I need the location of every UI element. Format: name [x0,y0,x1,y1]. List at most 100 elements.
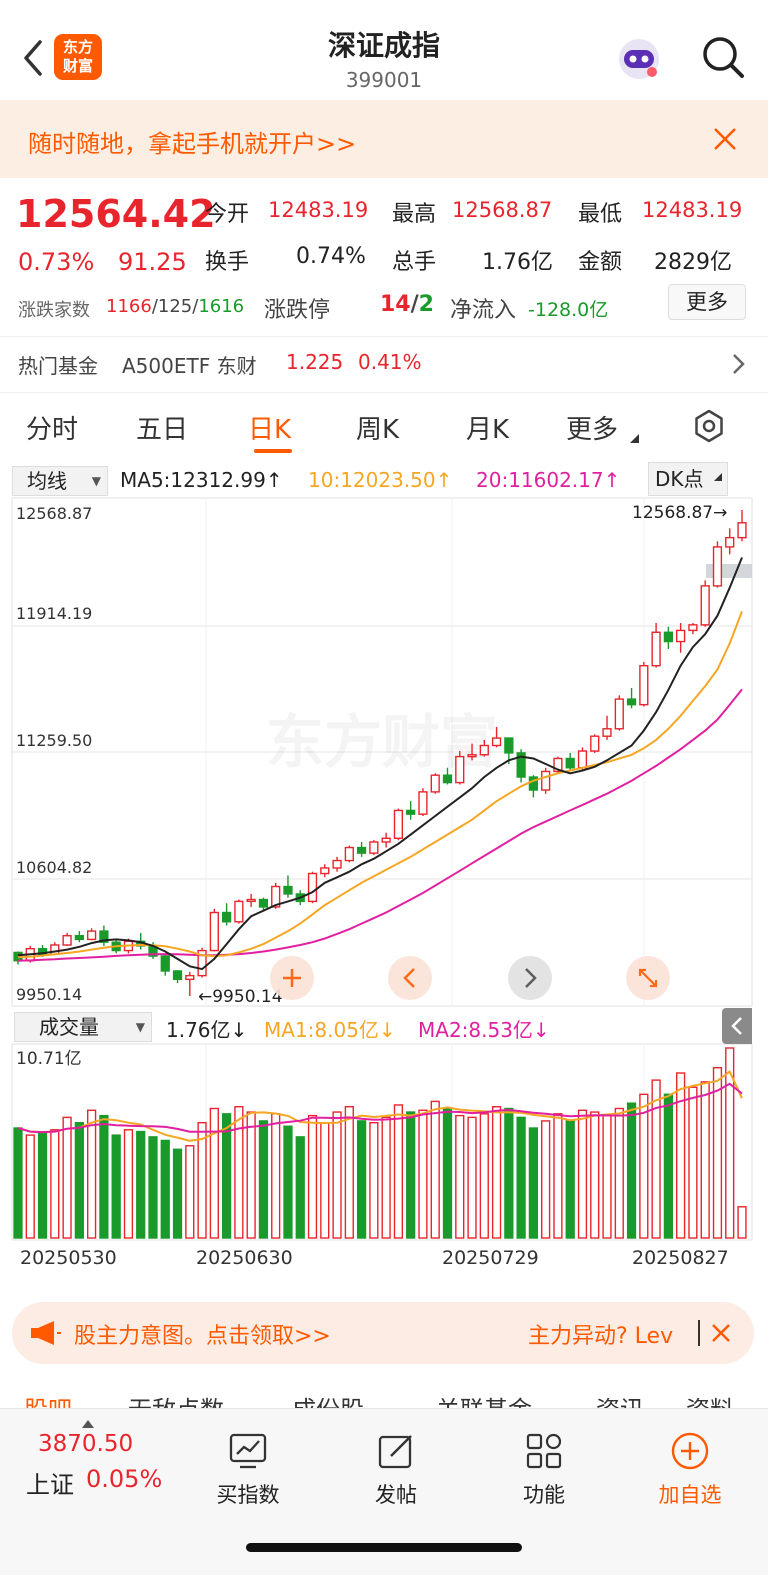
volume-selector[interactable]: 成交量 ▼ [14,1012,152,1042]
close-icon[interactable] [712,126,738,152]
tab-more[interactable]: 更多 [566,415,619,445]
volume-bar [136,1130,146,1239]
candle-body [369,841,379,854]
caret-down-icon [628,429,640,448]
close-icon[interactable] [710,1322,732,1348]
candle-body [639,664,649,706]
volume-bar [111,1134,121,1239]
tab-weekly-k[interactable]: 周K [356,415,400,445]
zoom-in-button[interactable] [270,956,314,1000]
open-account-banner[interactable]: 随时随地，拿起手机就开户>> [0,100,768,178]
hot-fund-row[interactable]: 热门基金 A500ETF 东财 1.225 0.41% [0,338,768,388]
volume-bar [381,1116,391,1239]
tab-daily-k[interactable]: 日K [248,415,292,445]
date-label-2: 20250630 [196,1247,293,1269]
ma20-line [17,688,743,962]
volume-bar [197,1121,207,1239]
subtab-news[interactable]: 资讯 [596,1390,644,1408]
volume-bar [25,1134,35,1239]
volume-bar [479,1113,489,1239]
limit-label: 涨跌停 [264,298,331,323]
buy-index-button[interactable]: 买指数 [198,1429,298,1509]
min-price-marker: ←9950.14 [198,987,283,1007]
volume-bar [663,1093,673,1239]
stock-code: 399001 [345,68,423,92]
candle-body [62,935,72,946]
candle-body [406,809,416,815]
candle-body [234,900,244,923]
fullscreen-icon[interactable] [626,956,670,1000]
candle-body [307,872,318,903]
ma-selector-label: 均线 [27,469,67,493]
candle-body [491,737,502,747]
current-price: 12564.42 [16,192,216,236]
candle-body [258,898,269,908]
scroll-left-button[interactable] [388,956,432,1000]
candle-body [590,735,600,752]
plus-circle-icon [668,1429,712,1473]
tab-five-day[interactable]: 五日 [136,415,189,445]
volume-bar [185,1145,195,1239]
index-value[interactable]: 3870.50 [38,1431,134,1457]
subtab-related-funds[interactable]: 关联基金 [436,1390,532,1408]
volume-bar [209,1107,219,1239]
low-value: 12483.19 [642,198,743,222]
subtab-points[interactable]: 无敌点数 [128,1390,224,1408]
candle-body [332,859,342,869]
inflow-label: 净流入 [450,298,517,323]
scroll-right-button[interactable] [508,956,552,1000]
axis-label-4: 10604.82 [16,858,92,877]
active-tab-indicator [254,449,292,453]
volume-bar [258,1120,269,1239]
candle-body [663,631,673,643]
index-pct[interactable]: 0.05% [86,1465,163,1493]
index-name[interactable]: 上证 [26,1471,74,1499]
more-button[interactable]: 更多 [668,284,746,320]
volume-bar [651,1079,661,1239]
settings-gear-icon[interactable] [692,409,726,447]
dk-button[interactable]: DK点 [648,462,728,496]
volume-bar [393,1104,404,1239]
ad-text-left[interactable]: 股主力意图。点击领取>> [74,1324,331,1349]
candle-body [209,911,219,952]
volume-ma1-line [17,1070,743,1142]
volume-bar [455,1114,465,1239]
volume-axis-max: 10.71亿 [16,1049,82,1069]
tab-intraday[interactable]: 分时 [26,415,79,445]
volume-ma2: MA2:8.53亿↓ [418,1018,550,1042]
subtab-profile[interactable]: 资料 [686,1390,734,1408]
fund-price: 1.225 [286,350,344,374]
candle-body [356,846,367,854]
dropdown-icon: ▼ [135,1020,145,1034]
axis-label-3: 11259.50 [16,731,92,750]
tab-monthly-k[interactable]: 月K [466,415,510,445]
add-watchlist-button[interactable]: 加自选 [640,1429,740,1509]
ad-text-right[interactable]: 主力异动? Lev [528,1324,674,1349]
high-label: 最高 [392,202,437,227]
volume-bar [283,1125,293,1239]
home-indicator [246,1543,522,1552]
robot-assistant-icon[interactable] [616,36,662,82]
volume-bar [307,1114,318,1239]
amount-label: 金额 [578,250,623,275]
fund-name: A500ETF 东财 [122,354,257,378]
volume-bar [737,1206,747,1239]
volume-bar [688,1086,698,1239]
candle-body [577,750,588,769]
banner-text[interactable]: 随时随地，拿起手机就开户>> [28,130,357,158]
post-button[interactable]: 发帖 [346,1429,446,1509]
back-icon[interactable] [18,38,48,78]
search-icon[interactable] [700,34,746,80]
candle-body [246,898,256,903]
subtab-forum[interactable]: 股吧 [24,1390,72,1408]
subtab-components[interactable]: 成份股 [292,1390,364,1408]
volume-bar [590,1111,600,1239]
candle-body [553,757,563,773]
change-percent: 0.73% [18,248,95,276]
main-force-ad[interactable]: 股主力意图。点击领取>> 主力异动? Lev [12,1302,754,1364]
functions-button[interactable]: 功能 [494,1429,594,1509]
ma-selector[interactable]: 均线 ▼ [12,466,108,496]
caret-down-icon [713,459,723,491]
collapse-panel-button[interactable] [722,1008,752,1044]
